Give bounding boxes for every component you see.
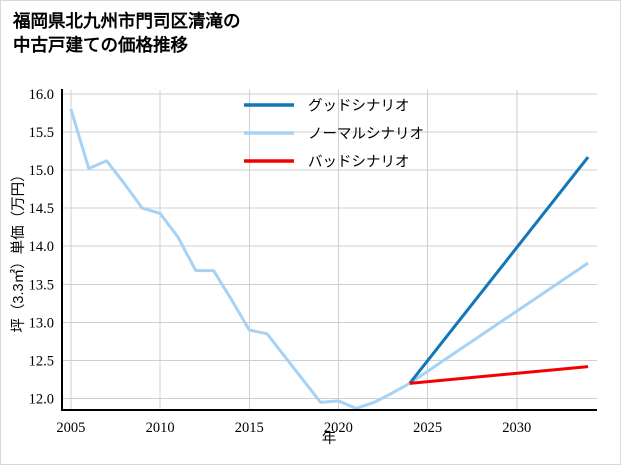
x-tick-label: 2010 [146, 420, 175, 436]
series-line-good [408, 156, 590, 385]
y-tick-labels-group: 12.0 12.5 13.0 13.5 14.0 14.5 15.0 15.5 16.0 [29, 87, 54, 408]
gridlines-group [62, 90, 597, 410]
axis-spines-group [60, 89, 597, 412]
series-line-normal [69, 108, 589, 410]
x-tick-label: 2020 [324, 420, 353, 436]
x-tick-label: 2025 [413, 420, 442, 436]
y-tick-label: 13.5 [29, 277, 54, 293]
y-tick-label: 16.0 [29, 87, 54, 103]
series-group [69, 108, 590, 410]
series-line-bad [409, 365, 589, 385]
legend-label: ノーマルシナリオ [308, 127, 424, 143]
x-tick-label: 2015 [235, 420, 264, 436]
x-tick-label: 2030 [502, 420, 531, 436]
y-tick-label: 12.0 [29, 392, 54, 408]
y-tick-label: 15.5 [29, 125, 54, 141]
legend-label: グッドシナリオ [308, 98, 410, 115]
y-tick-label: 14.0 [29, 239, 54, 255]
y-axis-title: 坪（3.3㎡）単価（万円） [10, 167, 27, 332]
legend-label: バッドシナリオ [308, 155, 410, 171]
x-tick-labels-group: 2005 2010 2015 2020 2025 2030 [56, 420, 531, 436]
x-tick-label: 2005 [56, 420, 85, 436]
x-axis-title: 年 [322, 430, 337, 447]
y-tick-label: 14.5 [29, 201, 54, 217]
y-tick-label: 13.0 [29, 315, 54, 331]
y-tick-label: 15.0 [29, 163, 54, 179]
page-title: 福岡県北九州市門司区清滝の 中古戸建ての価格推移 [13, 11, 241, 56]
y-tick-label: 12.5 [29, 353, 54, 369]
